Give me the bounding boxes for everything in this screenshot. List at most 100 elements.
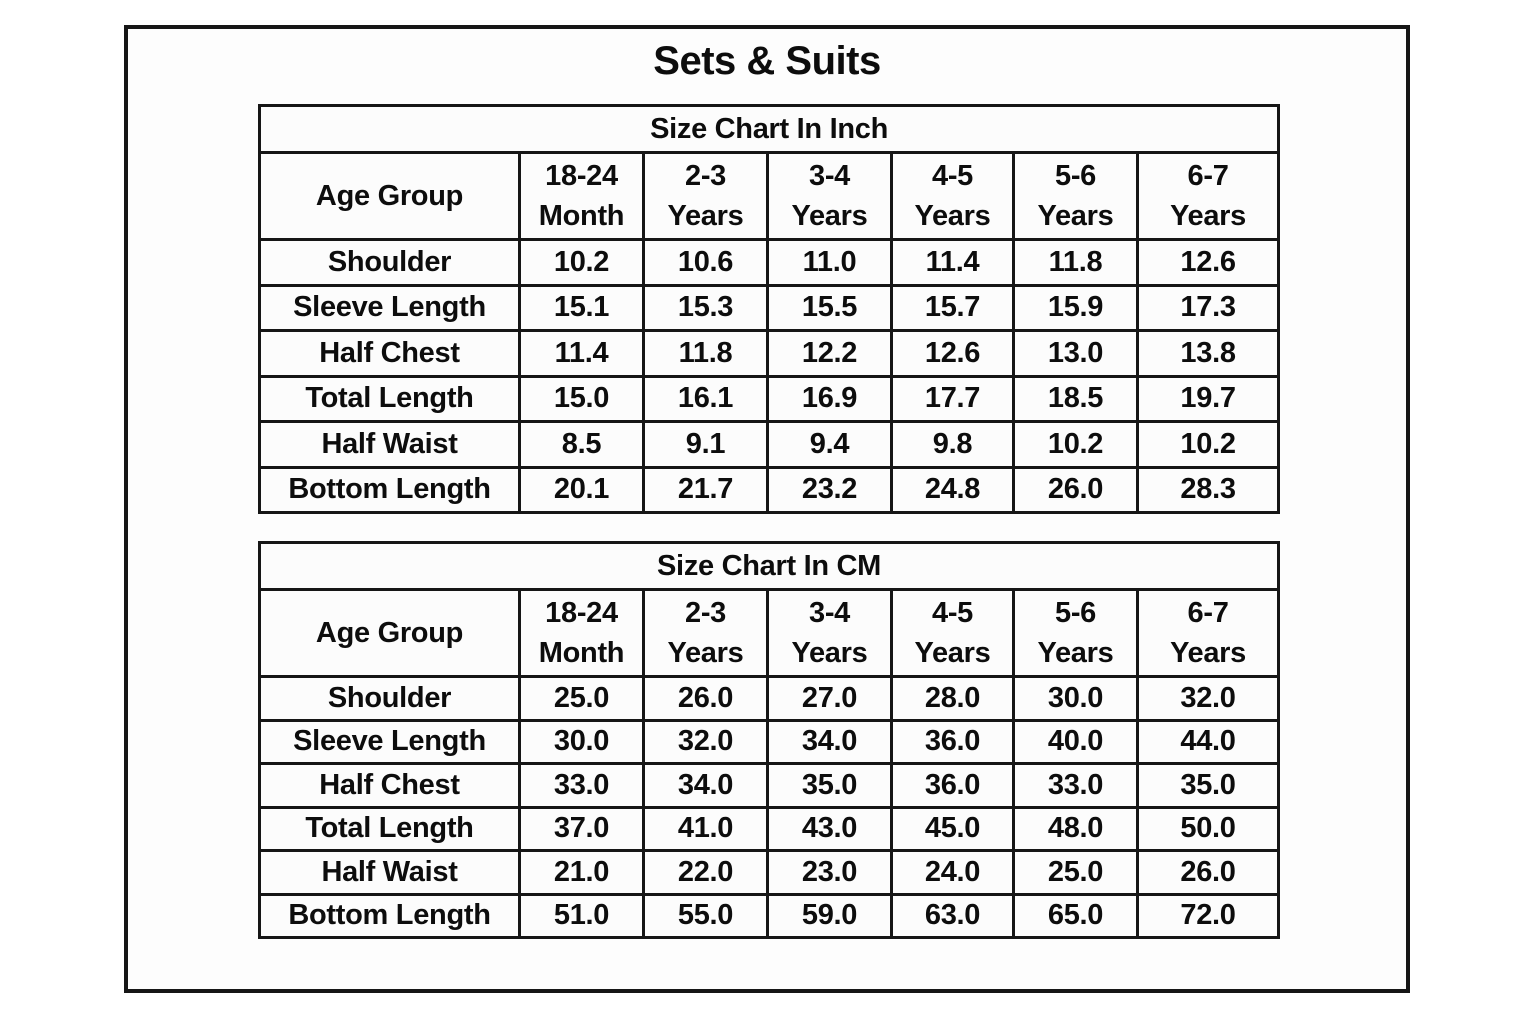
value-cell: 11.4 — [890, 238, 1015, 287]
age-column-header: 4-5 Years — [890, 588, 1015, 678]
table-row: Bottom Length 51.0 55.0 59.0 63.0 65.0 72.0 — [258, 892, 1281, 939]
age-column-header: 2-3 Years — [642, 151, 769, 241]
row-label: Bottom Length — [258, 465, 521, 514]
value-cell: 43.0 — [766, 805, 893, 852]
value-cell: 40.0 — [1012, 718, 1139, 765]
row-label: Shoulder — [258, 675, 521, 722]
value-cell: 59.0 — [766, 892, 893, 939]
value-cell: 11.0 — [766, 238, 893, 287]
value-cell: 12.6 — [1135, 238, 1281, 287]
value-cell: 9.1 — [642, 420, 769, 469]
age-range-label: 18-24 — [545, 597, 618, 629]
table-row: Total Length 15.0 16.1 16.9 17.7 18.5 19.7 — [258, 374, 1281, 423]
table-row: Total Length 37.0 41.0 43.0 45.0 48.0 50.0 — [258, 805, 1281, 852]
value-cell: 20.1 — [518, 465, 645, 514]
age-column-header: 5-6 Years — [1012, 588, 1139, 678]
table-title: Size Chart In Inch — [257, 104, 1281, 154]
value-cell: 10.2 — [1012, 420, 1139, 469]
value-cell: 35.0 — [1135, 762, 1281, 809]
age-unit-label: Years — [1037, 200, 1114, 232]
value-cell: 18.5 — [1012, 374, 1139, 423]
age-range-label: 2-3 — [684, 597, 726, 629]
value-cell: 11.8 — [1012, 238, 1139, 287]
age-range-label: 4-5 — [931, 597, 973, 629]
value-cell: 25.0 — [1012, 849, 1139, 896]
age-column-header: 18-24 Month — [518, 151, 645, 241]
value-cell: 11.8 — [642, 329, 769, 378]
age-unit-label: Years — [667, 200, 744, 232]
value-cell: 36.0 — [890, 718, 1015, 765]
row-label: Sleeve Length — [258, 718, 521, 765]
table-row: Bottom Length 20.1 21.7 23.2 24.8 26.0 28.3 — [258, 465, 1281, 514]
value-cell: 15.7 — [890, 283, 1015, 332]
table-row: Half Chest 33.0 34.0 35.0 36.0 33.0 35.0 — [258, 762, 1281, 809]
value-cell: 33.0 — [518, 762, 645, 809]
value-cell: 32.0 — [642, 718, 769, 765]
value-cell: 48.0 — [1012, 805, 1139, 852]
value-cell: 10.6 — [642, 238, 769, 287]
value-cell: 15.1 — [518, 283, 645, 332]
age-column-header: 6-7 Years — [1135, 151, 1281, 241]
value-cell: 33.0 — [1012, 762, 1139, 809]
value-cell: 17.7 — [890, 374, 1015, 423]
value-cell: 15.5 — [766, 283, 893, 332]
value-cell: 37.0 — [518, 805, 645, 852]
value-cell: 16.1 — [642, 374, 769, 423]
value-cell: 25.0 — [518, 675, 645, 722]
value-cell: 13.0 — [1012, 329, 1139, 378]
age-unit-label: Years — [914, 200, 991, 232]
age-unit-label: Month — [538, 637, 625, 669]
value-cell: 28.0 — [890, 675, 1015, 722]
age-column-header: 2-3 Years — [642, 588, 769, 678]
age-unit-label: Years — [1037, 637, 1114, 669]
row-label: Total Length — [258, 805, 521, 852]
value-cell: 22.0 — [642, 849, 769, 896]
age-column-header: 3-4 Years — [766, 151, 893, 241]
row-label: Half Waist — [258, 849, 521, 896]
value-cell: 51.0 — [518, 892, 645, 939]
row-label: Total Length — [258, 374, 521, 423]
age-range-label: 4-5 — [931, 160, 973, 192]
page-title: Sets & Suits — [653, 39, 881, 83]
table-title: Size Chart In CM — [257, 541, 1281, 591]
value-cell: 50.0 — [1135, 805, 1281, 852]
value-cell: 17.3 — [1135, 283, 1281, 332]
corner-label: Age Group — [258, 151, 521, 241]
value-cell: 12.6 — [890, 329, 1015, 378]
age-range-label: 3-4 — [808, 160, 850, 192]
age-column-header: 6-7 Years — [1135, 588, 1281, 678]
row-label: Half Chest — [258, 329, 521, 378]
value-cell: 34.0 — [766, 718, 893, 765]
value-cell: 30.0 — [1012, 675, 1139, 722]
value-cell: 26.0 — [1135, 849, 1281, 896]
value-cell: 26.0 — [1012, 465, 1139, 514]
table-header-row: Age Group 18-24 Month 2-3 Years 3-4 Years 4-5 Ye… — [258, 151, 1281, 241]
table-row: Shoulder 25.0 26.0 27.0 28.0 30.0 32.0 — [258, 675, 1281, 722]
value-cell: 44.0 — [1135, 718, 1281, 765]
value-cell: 10.2 — [518, 238, 645, 287]
row-label: Half Waist — [258, 420, 521, 469]
value-cell: 35.0 — [766, 762, 893, 809]
value-cell: 15.9 — [1012, 283, 1139, 332]
table-row: Half Waist 21.0 22.0 23.0 24.0 25.0 26.0 — [258, 849, 1281, 896]
value-cell: 24.0 — [890, 849, 1015, 896]
age-range-label: 18-24 — [545, 160, 618, 192]
age-unit-label: Years — [667, 637, 744, 669]
size-table-cm: Size Chart In CM Age Group 18-24 Month 2-3 Ye… — [257, 541, 1281, 939]
value-cell: 13.8 — [1135, 329, 1281, 378]
value-cell: 23.0 — [766, 849, 893, 896]
table-row: Shoulder 10.2 10.6 11.0 11.4 11.8 12.6 — [258, 238, 1281, 287]
value-cell: 27.0 — [766, 675, 893, 722]
age-range-label: 6-7 — [1187, 597, 1229, 629]
row-label: Sleeve Length — [258, 283, 521, 332]
value-cell: 36.0 — [890, 762, 1015, 809]
age-range-label: 5-6 — [1054, 597, 1096, 629]
value-cell: 55.0 — [642, 892, 769, 939]
age-column-header: 3-4 Years — [766, 588, 893, 678]
value-cell: 24.8 — [890, 465, 1015, 514]
value-cell: 30.0 — [518, 718, 645, 765]
value-cell: 21.7 — [642, 465, 769, 514]
value-cell: 8.5 — [518, 420, 645, 469]
age-unit-label: Years — [1170, 200, 1246, 232]
